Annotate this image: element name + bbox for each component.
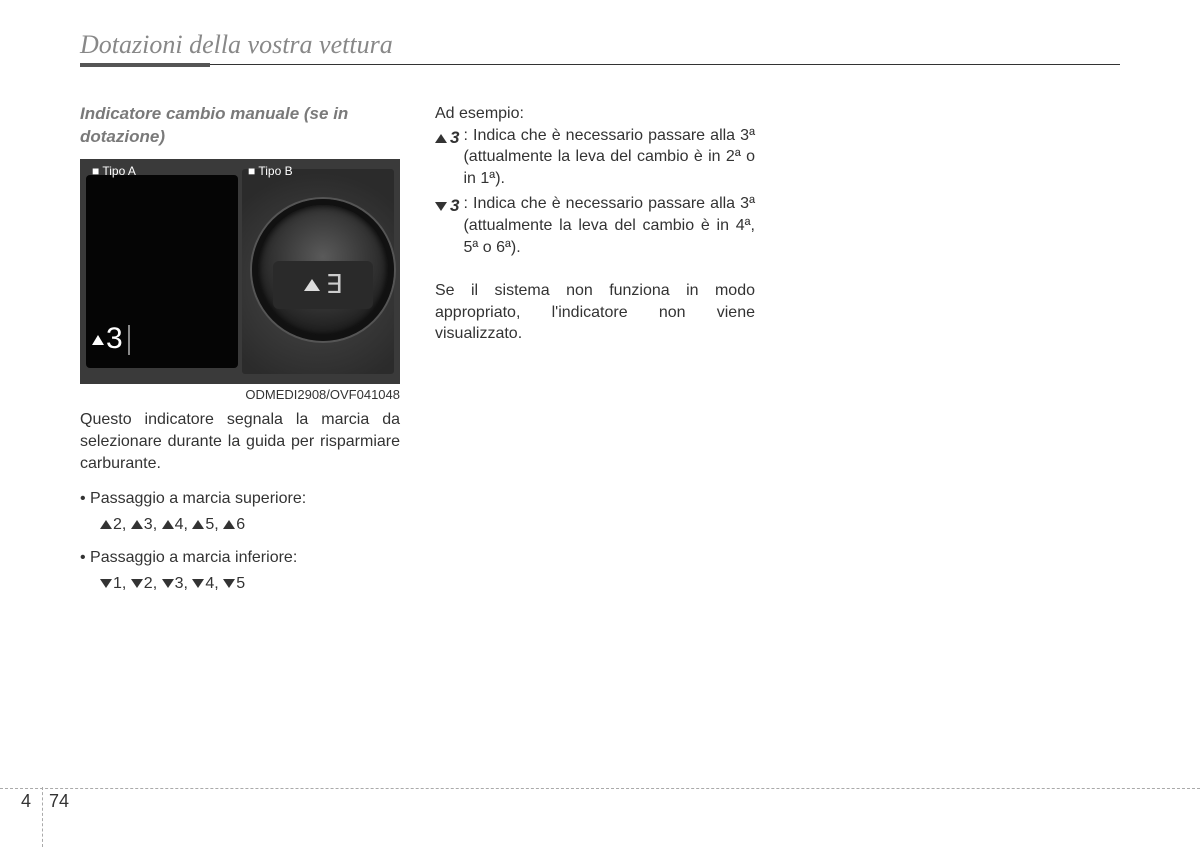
arrow-up-icon bbox=[131, 520, 143, 529]
gauge-gear-number: ∃ bbox=[326, 267, 342, 302]
arrow-up-icon bbox=[192, 520, 204, 529]
gear-list: Passaggio a marcia superiore: bbox=[80, 488, 400, 510]
gear-list: Passaggio a marcia inferiore: bbox=[80, 547, 400, 569]
column-3 bbox=[790, 103, 1110, 607]
bullet-upshift: Passaggio a marcia superiore: bbox=[90, 488, 400, 510]
divider-icon bbox=[128, 325, 130, 355]
arrow-up-icon bbox=[304, 279, 320, 291]
arrow-down-icon bbox=[435, 202, 447, 211]
arrow-up-icon bbox=[223, 520, 235, 529]
arrow-down-icon bbox=[131, 579, 143, 588]
example-down-icon: 3 bbox=[435, 193, 459, 218]
gauge-ring: ∃ bbox=[252, 199, 394, 341]
note-text: Se il sistema non funziona in modo appro… bbox=[435, 280, 755, 345]
arrow-up-icon bbox=[92, 335, 104, 345]
example-up-icon: 3 bbox=[435, 125, 459, 150]
footer: 4 74 bbox=[0, 788, 1200, 819]
example-up-text: : Indica che è necessario passare alla 3… bbox=[463, 125, 755, 190]
figure-panel-b: ∃ bbox=[242, 169, 394, 374]
arrow-up-icon bbox=[435, 134, 447, 143]
figure: ■ Tipo A ■ Tipo B 3 ∃ bbox=[80, 159, 400, 384]
arrow-down-icon bbox=[223, 579, 235, 588]
arrow-down-icon bbox=[162, 579, 174, 588]
figure-caption: ODMEDI2908/OVF041048 bbox=[80, 386, 400, 404]
figure-label-a: ■ Tipo A bbox=[92, 163, 136, 179]
chapter-title: Dotazioni della vostra vettura bbox=[80, 30, 1120, 60]
arrow-down-icon bbox=[192, 579, 204, 588]
figure-panel-a: 3 bbox=[86, 175, 238, 368]
page: Dotazioni della vostra vettura Indicator… bbox=[0, 0, 1200, 845]
header-rule bbox=[80, 64, 1120, 65]
lcd-gear-number: 3 bbox=[106, 319, 123, 360]
intro-text: Questo indicatore segnala la marcia da s… bbox=[80, 409, 400, 474]
arrow-up-icon bbox=[100, 520, 112, 529]
downshift-sequence: 1, 2, 3, 4, 5 bbox=[100, 573, 400, 595]
gauge-display: ∃ bbox=[273, 261, 373, 309]
example-upshift: 3 : Indica che è necessario passare alla… bbox=[435, 125, 755, 190]
chapter-number: 4 bbox=[21, 791, 31, 812]
column-2: Ad esempio: 3 : Indica che è necessario … bbox=[435, 103, 755, 607]
subheading: Indicatore cambio manuale (se in dotazio… bbox=[80, 103, 400, 149]
arrow-up-icon bbox=[162, 520, 174, 529]
arrow-down-icon bbox=[100, 579, 112, 588]
column-1: Indicatore cambio manuale (se in dotazio… bbox=[80, 103, 400, 607]
figure-label-b: ■ Tipo B bbox=[248, 163, 293, 179]
bullet-downshift: Passaggio a marcia inferiore: bbox=[90, 547, 400, 569]
page-number: 4 74 bbox=[42, 787, 55, 847]
example-down-text: : Indica che è necessario passare alla 3… bbox=[463, 193, 755, 258]
upshift-sequence: 2, 3, 4, 5, 6 bbox=[100, 514, 400, 536]
lcd-indicator: 3 bbox=[92, 319, 130, 360]
page-num: 74 bbox=[49, 791, 69, 812]
content-columns: Indicatore cambio manuale (se in dotazio… bbox=[80, 103, 1120, 607]
example-downshift: 3 : Indica che è necessario passare alla… bbox=[435, 193, 755, 258]
example-label: Ad esempio: bbox=[435, 103, 755, 125]
